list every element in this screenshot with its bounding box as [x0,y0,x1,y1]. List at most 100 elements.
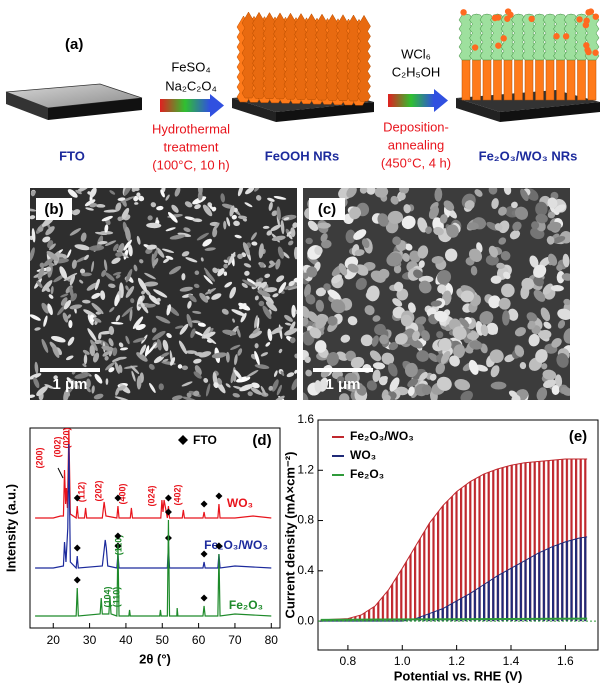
fto-slab [5,83,143,120]
grain [398,192,406,201]
grain [315,316,327,329]
nanorod [225,383,231,388]
grain [388,342,399,351]
y-tick-label: 1.6 [297,412,314,426]
nanorod [211,206,217,212]
nanorod [237,188,244,197]
nanorod [115,202,122,212]
grain [543,321,552,329]
grain [393,281,404,292]
grain [533,264,547,278]
nanorod [148,363,155,370]
rod [577,57,586,101]
fto-marker [200,594,208,602]
grain [503,188,512,195]
grain [502,310,510,326]
nanorod [52,345,60,358]
grain [551,338,562,348]
nanorod [231,214,237,220]
nanorod [135,323,146,331]
grain [303,305,311,319]
grain [435,362,446,375]
x-tick-label: 70 [228,633,242,647]
nanorod [144,303,156,308]
grain [514,206,529,220]
grain [360,334,373,347]
grain [403,204,411,214]
nanorod [146,342,158,356]
nanorod [280,220,285,235]
nanorod [66,377,72,383]
nanorod [288,280,295,287]
nanorod [112,347,118,357]
grain [344,372,358,384]
particle [584,46,591,54]
particle [553,33,560,40]
nanorod [104,224,109,233]
grain [503,271,511,280]
scale-label: 1 μm [52,376,87,393]
grain [309,327,322,339]
peak-label: (020) [61,427,71,448]
grain [428,206,440,220]
rod [482,57,492,101]
nanorod [105,378,109,385]
nanorod [199,292,209,303]
nanorod [273,196,287,200]
nanorod [114,361,120,374]
nanorod [129,308,133,322]
nanorod [152,330,166,341]
nanorod [289,337,296,344]
grain [305,294,316,305]
grain [377,213,389,227]
grain [430,300,442,307]
nanorod [212,371,218,386]
grain [326,351,339,366]
rod [556,57,565,101]
particle [495,42,502,49]
x-tick-label: 1.6 [557,654,574,668]
nanorod [273,370,278,377]
nanorod [115,274,121,279]
nanorod [170,357,176,366]
grain [366,188,376,195]
nanorod [254,350,260,366]
nanorod [185,350,198,354]
nanorod [271,235,286,241]
grain [469,340,483,350]
rod [524,57,534,101]
nanorod [179,323,189,335]
nanorod [121,306,133,318]
nanorod [276,275,285,283]
product-label: Fe₂O₃/WO₃ NRs [479,148,578,163]
nanorod [264,273,271,279]
nanorod [92,317,102,323]
rod [472,57,481,101]
fto-marker [215,542,223,550]
nanorod [101,269,107,277]
y-tick-label: 1.2 [297,462,314,476]
grain [419,371,428,381]
nanorod [90,339,98,352]
nanorod [69,304,83,310]
nanorod [153,249,158,260]
grain [417,245,429,259]
nanorod [143,281,159,287]
nanorod [284,328,297,336]
reagent: FeSO₄ [171,59,210,74]
nanorod [254,188,260,192]
rod [461,57,471,101]
nanorod [223,271,228,276]
grain [371,335,379,347]
grain [490,381,507,390]
nanorod [108,326,115,335]
grain [538,329,552,340]
grain [485,254,499,266]
nanorod [272,293,279,298]
grain [547,221,562,232]
particle [500,35,507,42]
particle [460,9,467,16]
nanorod [125,285,129,291]
grain [369,350,382,362]
